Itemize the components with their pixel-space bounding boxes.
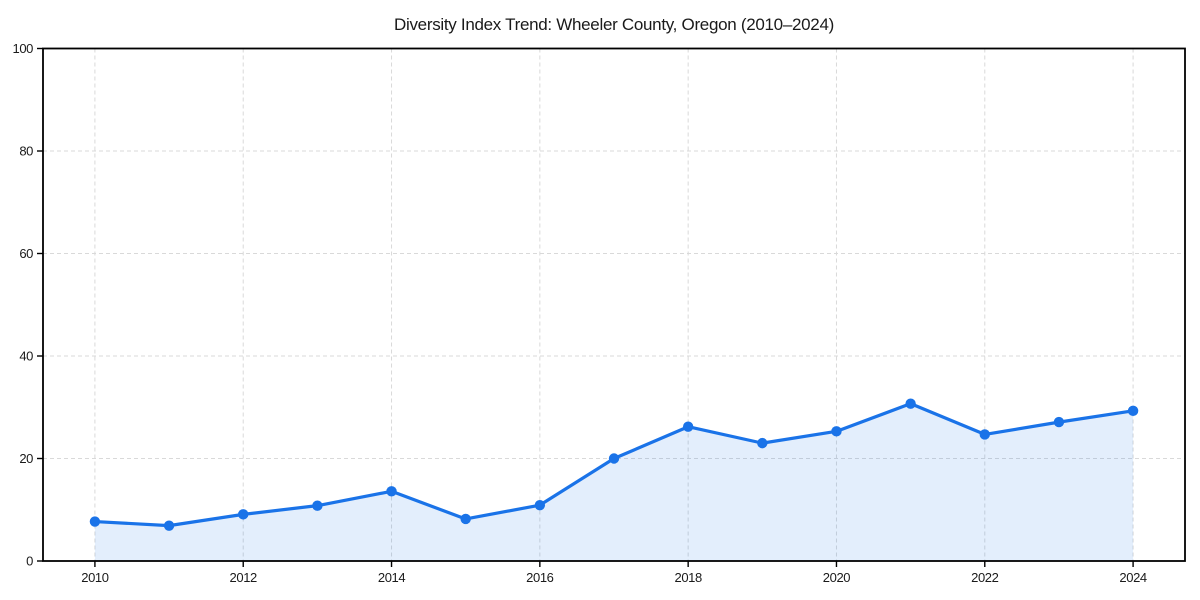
data-point-2018 xyxy=(682,421,694,432)
y-tick-label: 60 xyxy=(19,246,33,261)
area-fill xyxy=(94,403,1134,561)
x-tick-label: 2012 xyxy=(230,570,257,585)
x-tick-label: 2010 xyxy=(81,570,108,585)
data-point-2015 xyxy=(460,513,471,525)
data-point-2020 xyxy=(831,426,842,437)
y-tick-label: 100 xyxy=(13,41,34,56)
data-point-2021 xyxy=(905,398,916,409)
data-point-2010 xyxy=(89,516,101,527)
y-tick-label: 0 xyxy=(26,554,33,569)
y-tick-label: 80 xyxy=(19,144,33,159)
x-tick-label: 2016 xyxy=(526,570,553,585)
data-point-2019 xyxy=(757,437,768,449)
data-point-2016 xyxy=(534,499,546,511)
data-point-2013 xyxy=(312,500,323,511)
axes-frame xyxy=(42,47,1186,562)
data-point-2023 xyxy=(1053,416,1065,428)
data-point-2024 xyxy=(1127,405,1139,417)
data-point-2014 xyxy=(386,486,397,497)
chart-title: Diversity Index Trend: Wheeler County, O… xyxy=(394,15,834,34)
data-point-2022 xyxy=(979,429,990,440)
data-point-2011 xyxy=(163,520,175,531)
data-point-2017 xyxy=(608,453,620,464)
plot-area: 0 20 40 60 80 100 2010 2012 2014 2016 2018 2020 2022… xyxy=(13,41,1186,585)
axis-ticks-and-labels: 0 20 40 60 80 100 2010 2012 2014 2016 2018 2020 2022… xyxy=(13,41,1148,585)
x-tick-label: 2014 xyxy=(378,570,405,585)
data-point-2012 xyxy=(238,509,249,520)
data-points xyxy=(89,398,1139,531)
gridlines xyxy=(43,48,1185,561)
x-tick-label: 2024 xyxy=(1119,570,1146,585)
y-tick-label: 40 xyxy=(19,349,33,364)
x-tick-label: 2018 xyxy=(674,570,701,585)
y-tick-label: 20 xyxy=(19,451,33,466)
x-tick-label: 2022 xyxy=(971,570,998,585)
x-tick-label: 2020 xyxy=(823,570,850,585)
